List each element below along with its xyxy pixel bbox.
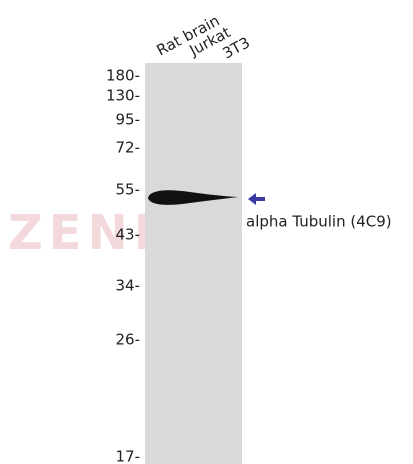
marker-label: 95-: [116, 111, 141, 129]
marker-label: 34-: [116, 277, 141, 295]
marker-label: 26-: [116, 331, 141, 349]
gel: [145, 63, 242, 464]
arrow: [248, 193, 265, 205]
marker-label: 55-: [116, 181, 141, 199]
marker-label: 17-: [116, 448, 141, 464]
marker-label: 180-: [106, 67, 140, 85]
marker-label: 43-: [116, 226, 141, 244]
marker-label: 130-: [106, 87, 140, 105]
blot-figure: ZENBIO Rat brain Jurkat 3T3 180- 130- 95…: [0, 0, 413, 464]
marker-label: 72-: [116, 139, 141, 157]
target-label: alpha Tubulin (4C9): [246, 213, 392, 231]
